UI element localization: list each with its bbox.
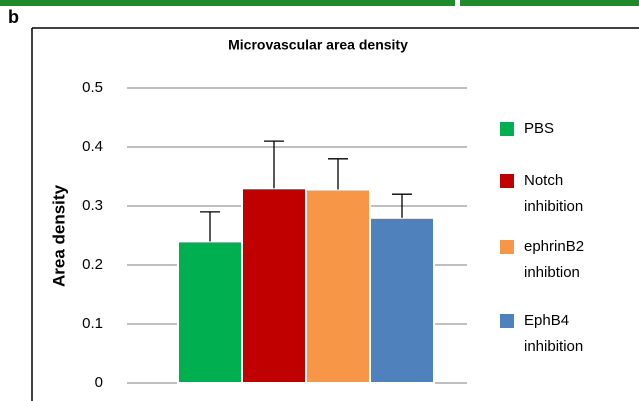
error-bar xyxy=(328,158,348,190)
y-tick-label: 0 xyxy=(95,374,103,391)
legend-label: PBS xyxy=(524,120,555,137)
y-axis-label: Area density xyxy=(49,184,68,287)
legend-swatch xyxy=(500,314,514,328)
y-tick-label: 0.4 xyxy=(82,138,103,155)
y-tick-label: 0.1 xyxy=(82,315,103,332)
legend-swatch xyxy=(500,122,514,136)
panel-label: b xyxy=(8,7,19,27)
y-tick-label: 0.2 xyxy=(82,256,103,273)
legend-swatch xyxy=(500,240,514,254)
image-strip xyxy=(0,0,455,6)
legend-item: ephrinB2 inhibtion xyxy=(500,234,616,286)
bar xyxy=(369,216,435,384)
error-bar xyxy=(264,140,284,189)
legend-label: Notch inhibition xyxy=(524,172,584,215)
legend-item: PBS xyxy=(500,116,616,142)
legend-swatch xyxy=(500,174,514,188)
image-strip xyxy=(460,0,639,6)
error-bar xyxy=(392,193,412,218)
chart-title: Microvascular area density xyxy=(228,37,408,53)
legend-item: Notch inhibition xyxy=(500,168,616,220)
legend-label: ephrinB2 inhibtion xyxy=(524,238,585,281)
bar xyxy=(241,187,307,384)
error-bar xyxy=(200,211,220,242)
y-tick-label: 0.3 xyxy=(82,197,103,214)
legend-item: EphB4 inhibition xyxy=(500,308,616,360)
bar xyxy=(305,188,371,384)
bar xyxy=(177,240,243,384)
legend-label: EphB4 inhibition xyxy=(524,312,584,355)
y-tick-label: 0.5 xyxy=(82,79,103,96)
